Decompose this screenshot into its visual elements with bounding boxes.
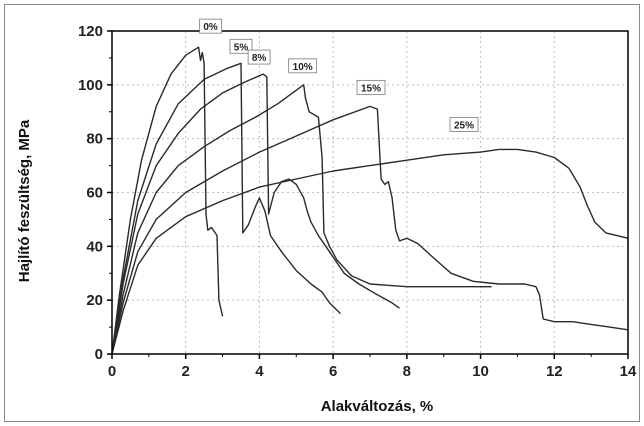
- curve-label: 8%: [252, 53, 267, 64]
- line-chart: 0 2 4 6 8 10 12 14 0 20 40 60 80 100 120 0% 5%8% 10% 15% 2…: [16, 18, 637, 415]
- x-tick-label: 2: [182, 363, 190, 380]
- curve-5pct: [111, 62, 341, 355]
- chart-frame: 0 2 4 6 8 10 12 14 0 20 40 60 80 100 120 0% 5% 8% 10% 15% 2…: [4, 4, 640, 422]
- axes: 0 2 4 6 8 10 12 14 0 20 40 60 80 100 120: [78, 23, 637, 380]
- curve-label: 0%: [203, 22, 218, 33]
- curve-label: 25%: [454, 120, 474, 131]
- x-tick-label: 8: [403, 363, 411, 380]
- x-axis-title: Alakváltozás, %: [321, 398, 434, 415]
- x-tick-label: 10: [472, 363, 489, 380]
- curve-0pct: [111, 46, 224, 355]
- plot-area-border: [111, 30, 629, 355]
- grid-lines: [112, 31, 628, 354]
- y-tick-label: 80: [86, 131, 103, 148]
- curve-group: [111, 46, 629, 355]
- y-axis-title: Hajlító feszültség, MPa: [16, 119, 33, 282]
- curve-label-box: [449, 117, 479, 132]
- curve-label: 5%: [234, 42, 249, 53]
- x-tick-label: 6: [329, 363, 337, 380]
- x-tick-label: 14: [620, 363, 637, 380]
- curve-label-box: [247, 49, 271, 65]
- curve-label-box: [288, 58, 318, 74]
- curve-label-group: 0% 5%8% 10% 15% 25%: [199, 18, 479, 132]
- curve-10pct: [111, 84, 492, 355]
- x-tick-label: 0: [108, 363, 116, 380]
- curve-label: 10%: [293, 62, 313, 73]
- curve-8pct: [111, 73, 400, 355]
- y-tick-label: 40: [86, 238, 103, 255]
- x-tick-label: 4: [255, 363, 264, 380]
- y-tick-label: 60: [86, 185, 103, 202]
- curve-label-box: [229, 38, 253, 54]
- curve-25pct: [111, 148, 629, 355]
- curve-label-box: [199, 18, 223, 34]
- curve-15pct: [111, 105, 629, 355]
- y-tick-label: 0: [95, 346, 103, 363]
- x-tick-label: 12: [546, 363, 563, 380]
- curve-label-box: [356, 79, 386, 95]
- y-tick-label: 100: [78, 77, 103, 94]
- y-tick-label: 20: [86, 292, 103, 309]
- y-tick-label: 120: [78, 23, 103, 40]
- curve-label: 15%: [361, 83, 381, 94]
